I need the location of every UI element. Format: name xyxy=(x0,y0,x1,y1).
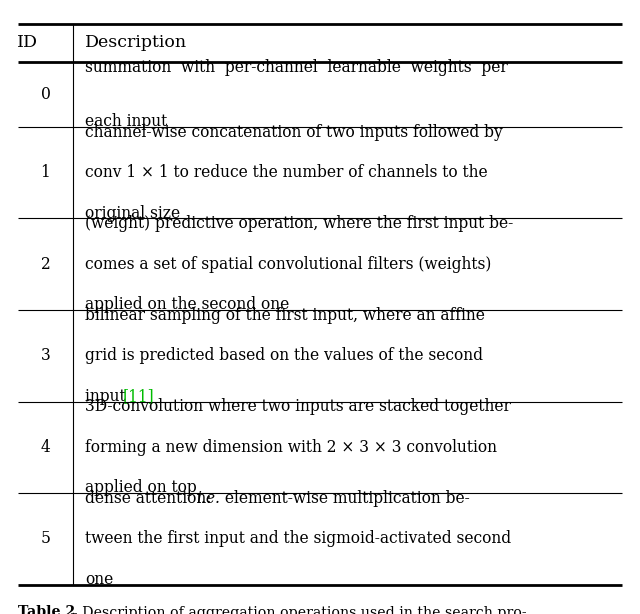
Text: Description: Description xyxy=(85,34,187,52)
Text: (weight) predictive operation, where the first input be-: (weight) predictive operation, where the… xyxy=(85,215,513,232)
Text: 4: 4 xyxy=(40,439,51,456)
Text: [11]: [11] xyxy=(122,388,154,405)
Text: 5: 5 xyxy=(40,530,51,547)
Text: one: one xyxy=(85,571,113,588)
Text: ID: ID xyxy=(17,34,38,52)
Text: dense attention:: dense attention: xyxy=(85,489,221,507)
Text: original size: original size xyxy=(85,205,180,222)
Text: Table 2: Table 2 xyxy=(18,605,75,614)
Text: applied on top: applied on top xyxy=(85,480,196,496)
Text: 3: 3 xyxy=(40,348,51,364)
Text: tween the first input and the sigmoid-activated second: tween the first input and the sigmoid-ac… xyxy=(85,530,511,547)
Text: 1: 1 xyxy=(40,165,51,181)
Text: i.e.: i.e. xyxy=(196,489,220,507)
Text: conv 1 × 1 to reduce the number of channels to the: conv 1 × 1 to reduce the number of chann… xyxy=(85,165,488,181)
Text: applied on the second one: applied on the second one xyxy=(85,297,289,313)
Text: bilinear sampling of the first input, where an affine: bilinear sampling of the first input, wh… xyxy=(85,306,485,324)
Text: each input: each input xyxy=(85,114,167,130)
Text: grid is predicted based on the values of the second: grid is predicted based on the values of… xyxy=(85,348,483,364)
Text: input: input xyxy=(85,388,131,405)
Text: 2: 2 xyxy=(40,256,51,273)
Text: forming a new dimension with 2 × 3 × 3 convolution: forming a new dimension with 2 × 3 × 3 c… xyxy=(85,439,497,456)
Text: – Description of aggregation operations used in the search pro-: – Description of aggregation operations … xyxy=(66,605,526,614)
Text: summation  with  per-channel  learnable  weights  per: summation with per-channel learnable wei… xyxy=(85,58,508,76)
Text: 0: 0 xyxy=(40,86,51,103)
Text: 3D-convolution where two inputs are stacked together: 3D-convolution where two inputs are stac… xyxy=(85,398,511,415)
Text: comes a set of spatial convolutional filters (weights): comes a set of spatial convolutional fil… xyxy=(85,256,492,273)
Text: channel-wise concatenation of two inputs followed by: channel-wise concatenation of two inputs… xyxy=(85,123,503,141)
Text: element-wise multiplication be-: element-wise multiplication be- xyxy=(220,489,470,507)
